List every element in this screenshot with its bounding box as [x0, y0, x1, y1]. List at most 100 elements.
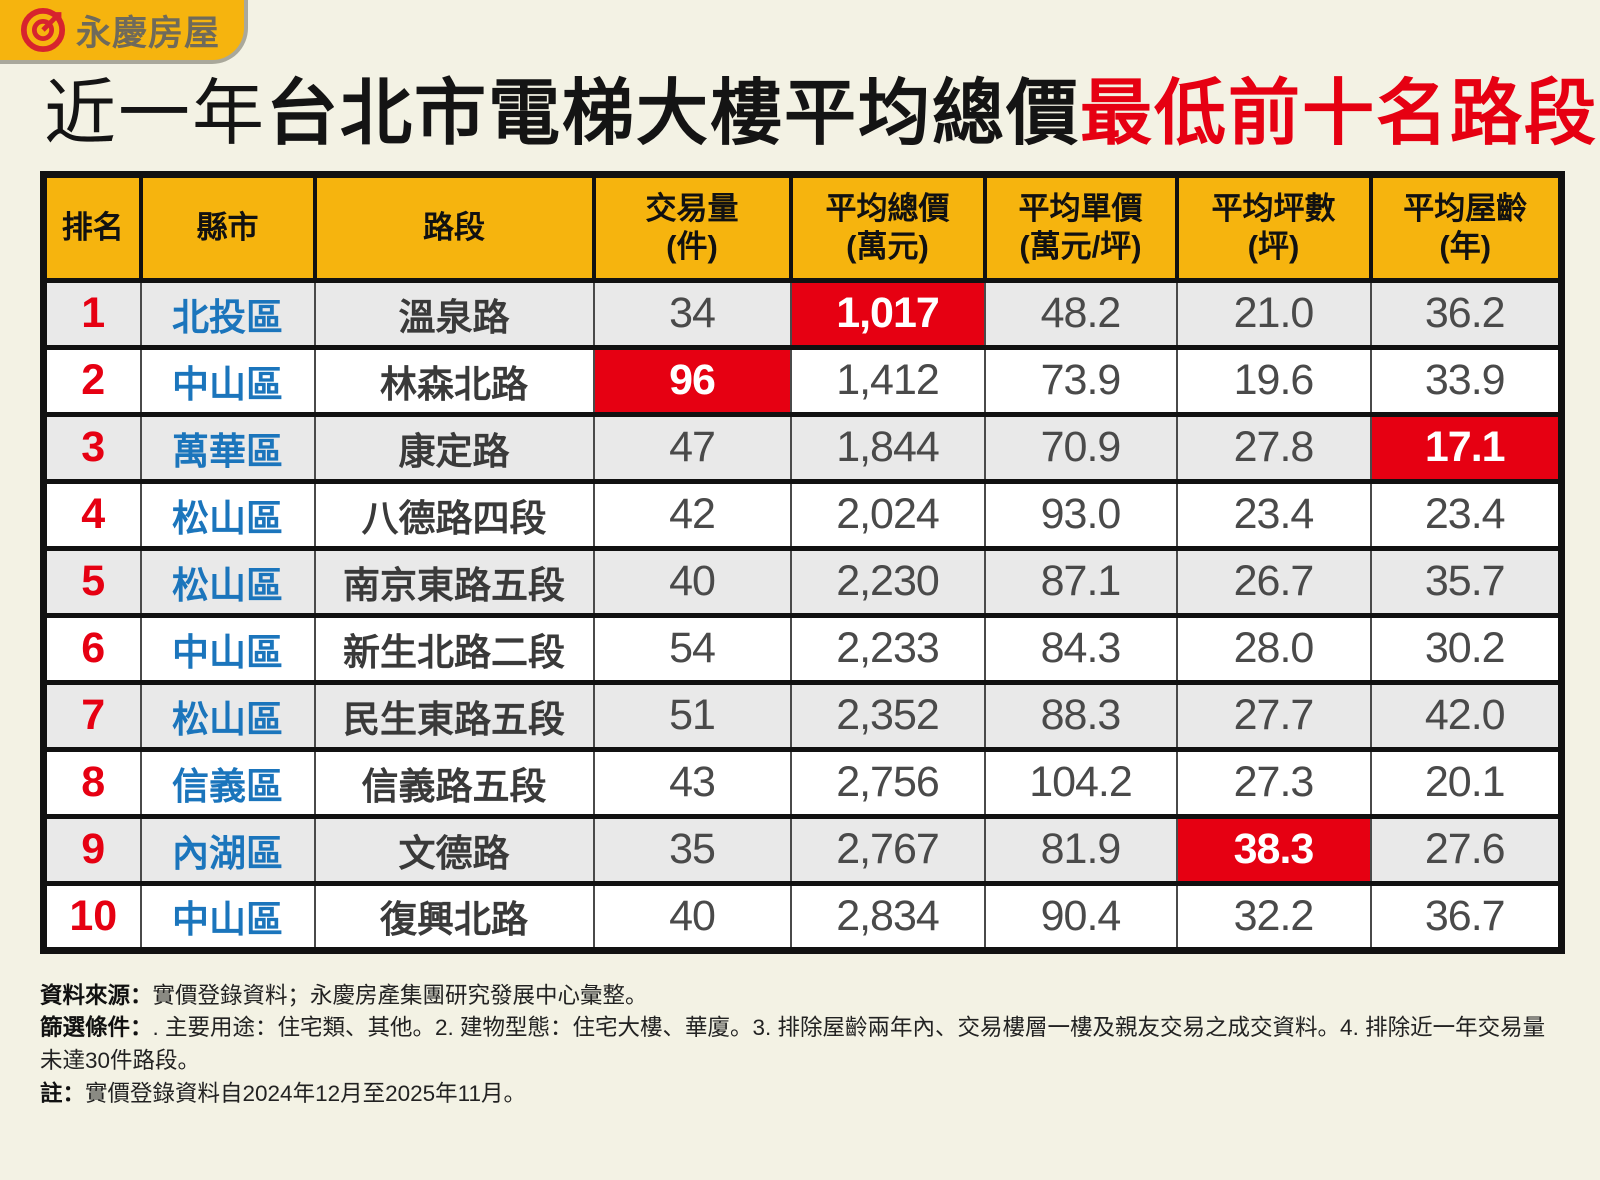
cell-age: 23.4 [1369, 478, 1563, 551]
cell-total-price: 1,844 [789, 411, 986, 484]
table-row: 4 松山區 八德路四段 42 2,024 93.0 23.4 23.4 [42, 478, 1563, 551]
cell-district: 中山區 [139, 344, 316, 417]
cell-district: 中山區 [139, 612, 316, 685]
cell-volume: 54 [592, 612, 792, 685]
cell-size: 32.2 [1175, 880, 1372, 953]
cell-road: 康定路 [313, 411, 595, 484]
source-note: 資料來源：實價登錄資料；永慶房產集團研究發展中心彙整。 [40, 980, 1558, 1013]
table-row: 3 萬華區 康定路 47 1,844 70.9 27.8 17.1 [42, 411, 1563, 484]
cell-district: 中山區 [139, 880, 316, 953]
cell-total-price: 2,233 [789, 612, 986, 685]
cell-age: 33.9 [1369, 344, 1563, 417]
cell-road: 溫泉路 [313, 277, 595, 350]
header-label: 縣市 [196, 209, 259, 245]
header-unit: (年) [1439, 228, 1492, 264]
cell-rank: 6 [42, 612, 142, 685]
header-label: 路段 [423, 209, 485, 245]
title-main: 台北市電梯大樓平均總價 [266, 74, 1081, 154]
filter-label: 篩選條件： [40, 1015, 153, 1041]
cell-road: 新生北路二段 [313, 612, 595, 685]
table-row: 6 中山區 新生北路二段 54 2,233 84.3 28.0 30.2 [42, 612, 1563, 685]
cell-size: 19.6 [1175, 344, 1372, 417]
cell-total-price: 2,767 [789, 813, 986, 886]
cell-volume: 43 [592, 746, 792, 819]
cell-age: 27.6 [1369, 813, 1563, 886]
footer-notes: 資料來源：實價登錄資料；永慶房產集團研究發展中心彙整。 篩選條件：. 主要用途：… [40, 980, 1558, 1111]
cell-size: 28.0 [1175, 612, 1372, 685]
cell-age: 17.1 [1369, 411, 1563, 484]
brand-badge: 永慶房屋 [0, 0, 248, 64]
header-label: 交易量 [645, 190, 739, 226]
cell-district: 北投區 [139, 277, 316, 350]
cell-total-price: 2,230 [789, 545, 986, 618]
cell-road: 復興北路 [313, 880, 595, 953]
cell-rank: 5 [42, 545, 142, 618]
cell-unit-price: 84.3 [983, 612, 1178, 685]
cell-unit-price: 93.0 [983, 478, 1178, 551]
filter-note: 篩選條件：. 主要用途：住宅類、其他。2. 建物型態：住宅大樓、華廈。3. 排除… [40, 1012, 1558, 1077]
column-header-age: 平均屋齡 (年) [1368, 172, 1564, 283]
cell-size: 26.7 [1175, 545, 1372, 618]
cell-size: 27.8 [1175, 411, 1372, 484]
ranking-table: 排名 縣市 路段 交易量 (件) 平均總價 (萬元) 平均單價 (萬元/坪) 平均坪數… [40, 170, 1565, 954]
header-unit: (萬元) [846, 228, 929, 264]
source-label: 資料來源： [40, 982, 153, 1008]
cell-size: 27.3 [1175, 746, 1372, 819]
cell-road: 民生東路五段 [313, 679, 595, 752]
cell-unit-price: 88.3 [983, 679, 1178, 752]
table-body: 1 北投區 溫泉路 34 1,017 48.2 21.0 36.2 2 中山區 … [42, 277, 1563, 953]
cell-rank: 3 [42, 411, 142, 484]
header-label: 平均單價 [1018, 190, 1143, 226]
cell-total-price: 1,412 [789, 344, 986, 417]
column-header-size: 平均坪數 (坪) [1174, 172, 1373, 283]
cell-age: 20.1 [1369, 746, 1563, 819]
cell-unit-price: 90.4 [983, 880, 1178, 953]
cell-size: 23.4 [1175, 478, 1372, 551]
header-unit: (坪) [1247, 228, 1300, 264]
column-header-volume: 交易量 (件) [591, 172, 793, 283]
header-row: 排名 縣市 路段 交易量 (件) 平均總價 (萬元) 平均單價 (萬元/坪) 平均坪數… [41, 172, 1564, 283]
cell-total-price: 1,017 [789, 277, 986, 350]
cell-unit-price: 104.2 [983, 746, 1178, 819]
cell-rank: 1 [42, 277, 142, 350]
cell-volume: 42 [592, 478, 792, 551]
cell-size: 27.7 [1175, 679, 1372, 752]
period-label: 註： [40, 1080, 86, 1106]
header-label: 平均屋齡 [1403, 190, 1528, 226]
title-prefix: 近一年 [44, 74, 267, 154]
cell-district: 松山區 [139, 478, 316, 551]
cell-rank: 4 [42, 478, 142, 551]
header-label: 排名 [61, 209, 124, 245]
column-header-rank: 排名 [41, 172, 143, 283]
column-header-unit-price: 平均單價 (萬元/坪) [982, 172, 1179, 283]
cell-road: 南京東路五段 [313, 545, 595, 618]
page-title: 近一年台北市電梯大樓平均總價最低前十名路段 [0, 0, 1600, 155]
table-row: 8 信義區 信義路五段 43 2,756 104.2 27.3 20.1 [42, 746, 1563, 819]
cell-road: 文德路 [313, 813, 595, 886]
table-row: 9 內湖區 文德路 35 2,767 81.9 38.3 27.6 [42, 813, 1563, 886]
cell-volume: 35 [592, 813, 792, 886]
cell-district: 萬華區 [139, 411, 316, 484]
cell-size: 38.3 [1175, 813, 1372, 886]
cell-district: 內湖區 [139, 813, 316, 886]
cell-total-price: 2,756 [789, 746, 986, 819]
cell-age: 36.7 [1369, 880, 1563, 953]
ranking-table-wrap: 排名 縣市 路段 交易量 (件) 平均總價 (萬元) 平均單價 (萬元/坪) 平均坪數… [40, 170, 1565, 954]
cell-volume: 51 [592, 679, 792, 752]
cell-district: 信義區 [139, 746, 316, 819]
source-text: 實價登錄資料；永慶房產集團研究發展中心彙整。 [152, 982, 648, 1008]
column-header-total-price: 平均總價 (萬元) [788, 172, 987, 283]
cell-rank: 2 [42, 344, 142, 417]
cell-rank: 7 [42, 679, 142, 752]
header-label: 平均坪數 [1211, 190, 1336, 226]
cell-road: 八德路四段 [313, 478, 595, 551]
cell-unit-price: 48.2 [983, 277, 1178, 350]
cell-unit-price: 81.9 [983, 813, 1178, 886]
cell-volume: 47 [592, 411, 792, 484]
period-note: 註：實價登錄資料自2024年12月至2025年11月。 [40, 1078, 1558, 1111]
cell-age: 35.7 [1369, 545, 1563, 618]
table-row: 1 北投區 溫泉路 34 1,017 48.2 21.0 36.2 [42, 277, 1563, 350]
cell-volume: 34 [592, 277, 792, 350]
cell-road: 林森北路 [313, 344, 595, 417]
table-row: 10 中山區 復興北路 40 2,834 90.4 32.2 36.7 [42, 880, 1563, 953]
